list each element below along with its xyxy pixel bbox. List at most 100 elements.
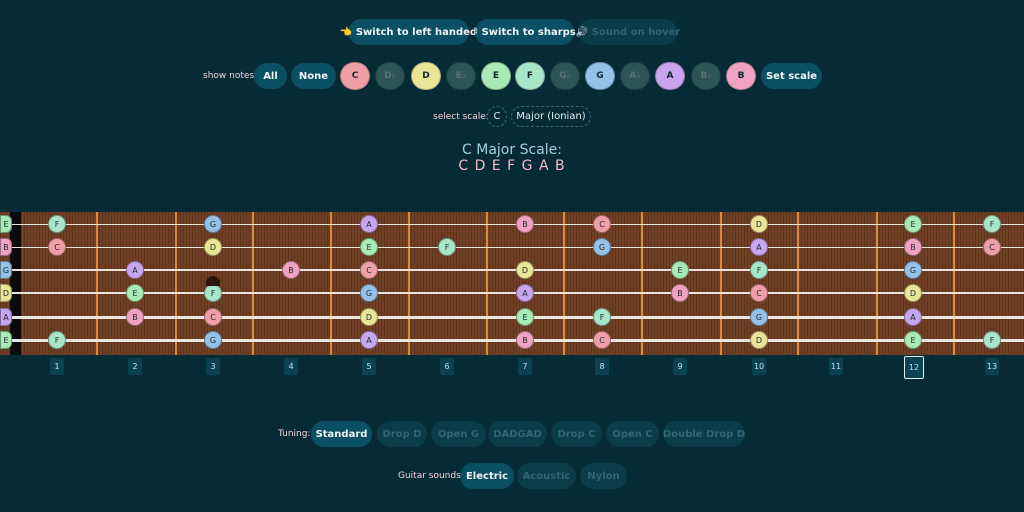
fret-note[interactable]: F [204,284,222,302]
show-none-button[interactable]: None [291,63,336,89]
tuning-option-open-g[interactable]: Open G [431,421,486,447]
fret-note[interactable]: F [983,331,1001,349]
tuning-option-standard[interactable]: Standard [311,421,372,447]
fret-note[interactable]: A [904,308,922,326]
fret-note[interactable]: B [671,284,689,302]
fret-note[interactable]: C [360,261,378,279]
fret-number[interactable]: 5 [362,358,376,375]
note-chip-g♭[interactable]: G♭ [550,62,580,90]
fret-note[interactable]: F [593,308,611,326]
tuning-option-dadgad[interactable]: DADGAD [488,421,547,447]
fret-note[interactable]: A [750,238,768,256]
fret-note[interactable]: A [360,331,378,349]
scale-mode-select[interactable]: Major (Ionian) [511,106,591,127]
sound-option-nylon[interactable]: Nylon [580,463,627,489]
fret-note[interactable]: F [983,215,1001,233]
note-chip-a♭[interactable]: A♭ [620,62,650,90]
fret-note[interactable]: C [750,284,768,302]
fret-number[interactable]: 9 [673,358,687,375]
fret-note[interactable]: D [516,261,534,279]
fret-note[interactable]: B [126,308,144,326]
note-chip-c[interactable]: C [340,62,370,90]
tuning-option-double-drop-d[interactable]: Double Drop D [663,421,745,447]
fret-number[interactable]: 4 [284,358,298,375]
fret-note[interactable]: C [48,238,66,256]
fret-number[interactable]: 10 [752,358,766,375]
fret-note[interactable]: G [750,308,768,326]
left-handed-button[interactable]: 👈 Switch to left handed [340,19,477,45]
open-string-note[interactable]: B [0,238,12,256]
fret-position-marker [206,276,220,286]
fret-note[interactable]: D [750,331,768,349]
fret-note[interactable]: F [48,215,66,233]
sound-option-electric[interactable]: Electric [460,463,514,489]
note-chip-a[interactable]: A [655,62,685,90]
fret-note[interactable]: E [904,331,922,349]
fret-note[interactable]: C [593,331,611,349]
note-chip-d♭[interactable]: D♭ [375,62,405,90]
fret-note[interactable]: C [204,308,222,326]
fret-wire [408,212,410,355]
fret-note[interactable]: E [671,261,689,279]
note-chip-d[interactable]: D [411,62,441,90]
sharps-button[interactable]: ♯ Switch to sharps [473,19,576,45]
fret-number[interactable]: 11 [829,358,843,375]
scale-title: C Major Scale: [462,142,562,158]
fret-note[interactable]: E [904,215,922,233]
fret-note[interactable]: C [593,215,611,233]
fret-note[interactable]: E [516,308,534,326]
set-scale-button[interactable]: Set scale [761,63,822,89]
fret-note[interactable]: A [360,215,378,233]
note-chip-b[interactable]: B [726,62,756,90]
tuning-option-drop-c[interactable]: Drop C [551,421,602,447]
guitar-string [0,223,1024,225]
open-string-note[interactable]: E [0,331,12,349]
fret-note[interactable]: D [360,308,378,326]
fret-note[interactable]: G [360,284,378,302]
fret-note[interactable]: F [48,331,66,349]
fret-note[interactable]: E [126,284,144,302]
fret-note[interactable]: A [126,261,144,279]
sound-on-hover-button[interactable]: 🔊 Sound on hover [576,19,680,45]
note-chip-e[interactable]: E [481,62,511,90]
fret-note[interactable]: B [904,238,922,256]
open-string-note[interactable]: A [0,308,12,326]
fret-number[interactable]: 6 [440,358,454,375]
fret-number[interactable]: 12 [904,356,924,379]
fret-note[interactable]: D [904,284,922,302]
tuning-option-open-c[interactable]: Open C [606,421,659,447]
fret-note[interactable]: E [360,238,378,256]
fret-note[interactable]: G [904,261,922,279]
show-all-button[interactable]: All [254,63,287,89]
note-chip-e♭[interactable]: E♭ [446,62,476,90]
fret-note[interactable]: D [204,238,222,256]
fret-note[interactable]: B [282,261,300,279]
fret-note[interactable]: F [438,238,456,256]
fret-note[interactable]: D [750,215,768,233]
open-string-note[interactable]: E [0,215,12,233]
scale-root-select[interactable]: C [487,106,507,127]
fret-note[interactable]: F [750,261,768,279]
tuning-label: Tuning: [278,429,311,439]
note-chip-b♭[interactable]: B♭ [691,62,721,90]
fret-number[interactable]: 3 [206,358,220,375]
fret-number[interactable]: 7 [518,358,532,375]
fret-number[interactable]: 13 [985,358,999,375]
fret-number[interactable]: 2 [128,358,142,375]
tuning-option-drop-d[interactable]: Drop D [377,421,427,447]
fret-note[interactable]: C [983,238,1001,256]
fret-note[interactable]: G [204,331,222,349]
fret-note[interactable]: B [516,331,534,349]
open-string-note[interactable]: D [0,284,12,302]
fret-number[interactable]: 8 [595,358,609,375]
fret-note[interactable]: B [516,215,534,233]
fret-wire [563,212,565,355]
open-string-note[interactable]: G [0,261,12,279]
note-chip-f[interactable]: F [515,62,545,90]
fret-note[interactable]: G [204,215,222,233]
fret-note[interactable]: A [516,284,534,302]
fret-note[interactable]: G [593,238,611,256]
note-chip-g[interactable]: G [585,62,615,90]
fret-number[interactable]: 1 [50,358,64,375]
sound-option-acoustic[interactable]: Acoustic [517,463,576,489]
